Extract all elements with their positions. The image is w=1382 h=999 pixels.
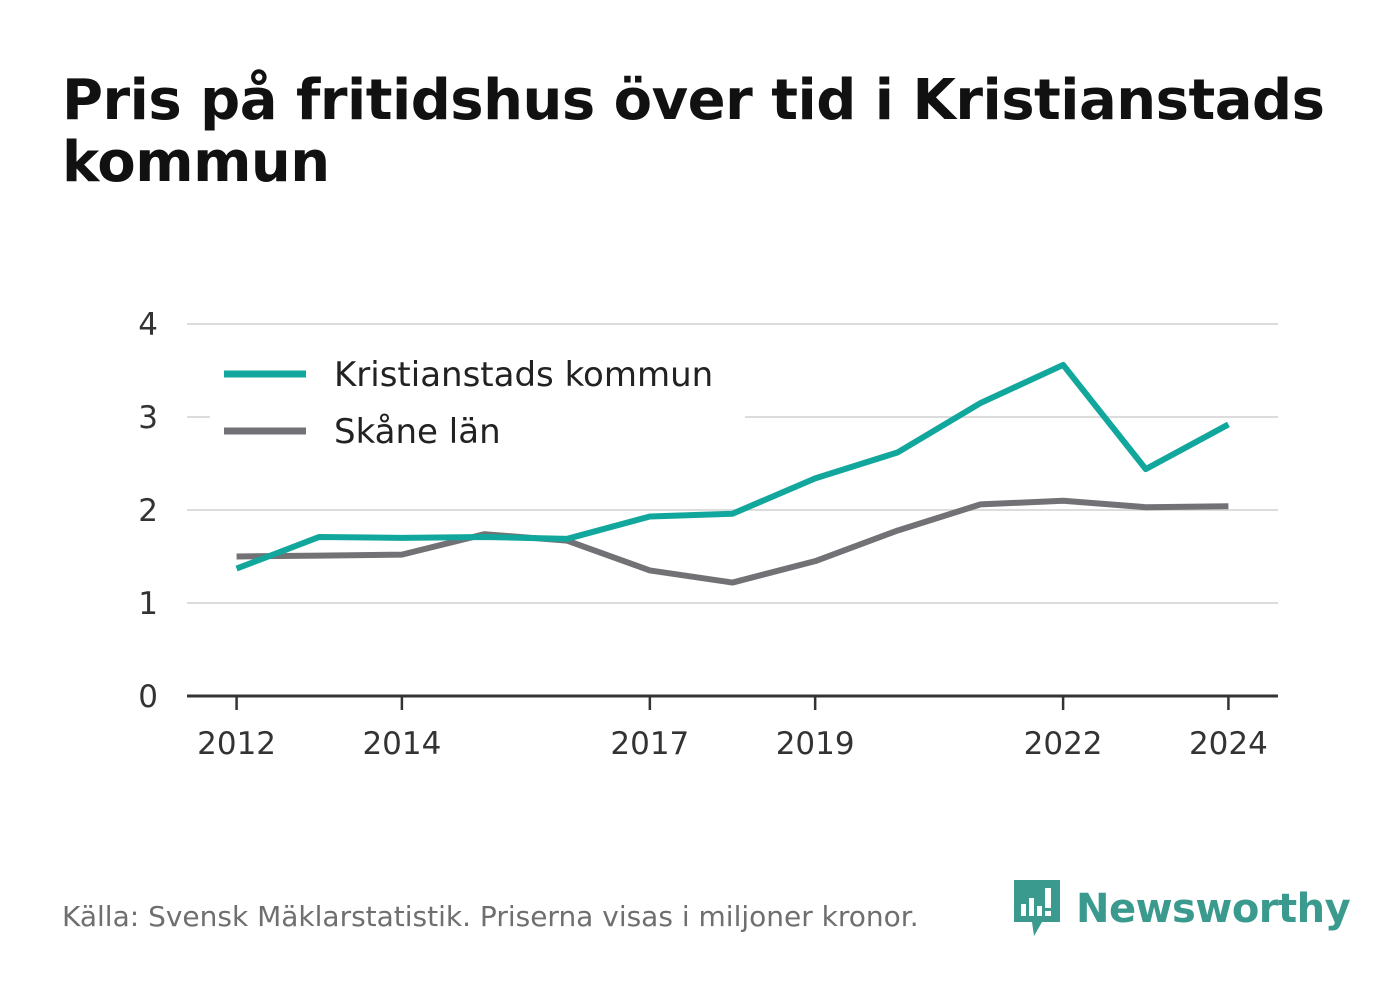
source-note: Källa: Svensk Mäklarstatistik. Priserna … bbox=[62, 900, 919, 933]
legend-label: Kristianstads kommun bbox=[334, 355, 713, 395]
brand-logo[interactable]: Newsworthy bbox=[1012, 878, 1351, 940]
x-tick-label: 2022 bbox=[1024, 726, 1103, 762]
series-lines bbox=[235, 361, 1230, 586]
legend-label: Skåne län bbox=[334, 412, 501, 452]
brand-name: Newsworthy bbox=[1076, 886, 1351, 932]
series-line bbox=[235, 361, 1230, 572]
series-line bbox=[236, 497, 1229, 586]
y-tick-label: 3 bbox=[138, 400, 158, 436]
x-tick-label: 2024 bbox=[1189, 726, 1268, 762]
page-title: Pris på fritidshus över tid i Kristianst… bbox=[62, 68, 1325, 195]
x-tick-label: 2019 bbox=[776, 726, 855, 762]
y-axis: 0 1 2 3 4 bbox=[138, 307, 158, 715]
y-tick-label: 4 bbox=[138, 307, 158, 343]
x-tick-label: 2012 bbox=[197, 726, 276, 762]
x-tick-label: 2017 bbox=[610, 726, 689, 762]
legend-background bbox=[210, 350, 745, 460]
x-tick-label: 2014 bbox=[362, 726, 441, 762]
newsworthy-logo-icon bbox=[1014, 880, 1060, 936]
x-axis: 2012 2014 2017 2019 2022 2024 bbox=[187, 694, 1278, 762]
legend: Kristianstads kommun Skåne län bbox=[210, 350, 745, 460]
y-tick-label: 0 bbox=[138, 679, 158, 715]
y-tick-label: 1 bbox=[138, 586, 158, 622]
y-tick-label: 2 bbox=[138, 493, 158, 529]
